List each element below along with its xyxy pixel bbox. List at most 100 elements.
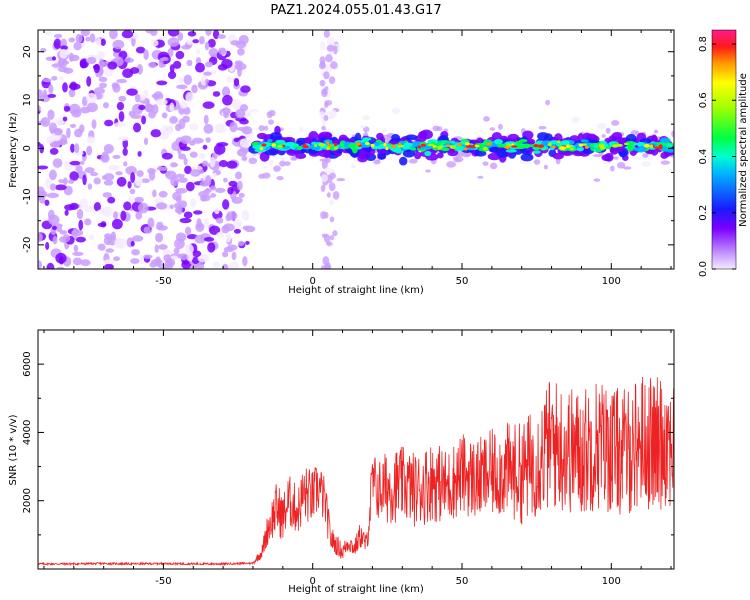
heatmap-cell: [569, 145, 573, 148]
heatmap-cell: [178, 153, 187, 160]
heatmap-cell: [216, 231, 225, 239]
heatmap-cell: [175, 187, 188, 194]
snr-frame: [37, 329, 675, 570]
heatmap-cell: [218, 160, 228, 168]
heatmap-cell: [118, 111, 125, 122]
heatmap-cell: [518, 138, 528, 143]
heatmap-cell: [72, 257, 83, 266]
heatmap-cell: [104, 263, 114, 269]
heatmap-cell: [496, 148, 509, 158]
heatmap-cell: [283, 161, 291, 167]
heatmap-cell: [48, 169, 57, 181]
heatmap-cell: [167, 30, 180, 37]
heatmap-cell: [202, 144, 208, 150]
heatmap-cell: [268, 119, 274, 125]
heatmap-cell: [84, 218, 92, 226]
heatmap-cell: [321, 174, 328, 183]
heatmap-cell: [59, 76, 64, 81]
heatmap-cell: [130, 240, 135, 247]
heatmap-cell: [76, 208, 84, 220]
heatmap-cell: [82, 174, 87, 186]
spectrogram-xtick-label: 50: [456, 276, 469, 287]
heatmap-cell: [97, 243, 106, 251]
heatmap-cell: [572, 150, 585, 157]
heatmap-cell: [79, 60, 88, 69]
snr-ytick-label: 2000: [22, 488, 33, 513]
heatmap-cell: [113, 210, 118, 220]
heatmap-cell: [72, 251, 84, 257]
heatmap-cell: [571, 116, 580, 123]
heatmap-cell: [103, 143, 114, 154]
heatmap-cell: [192, 137, 204, 144]
heatmap-cell: [175, 50, 185, 60]
heatmap-cell: [209, 156, 216, 168]
snr-xtick-label: 50: [456, 576, 469, 587]
heatmap-cell: [643, 144, 651, 148]
heatmap-cell: [205, 175, 212, 187]
heatmap-cell: [84, 167, 95, 174]
heatmap-cell: [204, 236, 215, 242]
heatmap-cell: [107, 61, 118, 70]
heatmap-cell: [597, 122, 607, 130]
heatmap-cell: [333, 146, 338, 150]
heatmap-cell: [169, 102, 175, 112]
heatmap-cell: [329, 172, 336, 180]
spectrogram-ytick-label: -20: [22, 237, 33, 253]
heatmap-cell: [329, 199, 334, 206]
heatmap-cell: [196, 261, 205, 269]
heatmap-cell: [189, 123, 199, 131]
snr-ylabel: SNR (10 * v/v): [8, 414, 19, 485]
heatmap-cell: [212, 261, 220, 268]
colorbar-tick-label: 0.6: [698, 92, 709, 108]
heatmap-cell: [155, 232, 164, 243]
heatmap-cell: [115, 171, 123, 176]
heatmap-cell: [372, 141, 381, 147]
heatmap-cell: [323, 30, 330, 39]
snr-xtick-label: -50: [155, 576, 171, 587]
heatmap-cell: [112, 39, 125, 50]
heatmap-cell: [601, 134, 606, 138]
heatmap-cell: [457, 142, 462, 147]
heatmap-cell: [205, 78, 210, 84]
heatmap-cell: [196, 218, 202, 229]
heatmap-cell: [47, 93, 57, 98]
heatmap-cell: [177, 32, 184, 41]
colorbar-tick-label: 0.2: [698, 205, 709, 221]
heatmap-cell: [477, 175, 484, 179]
heatmap-cell: [141, 115, 147, 125]
heatmap-cell: [58, 179, 65, 184]
heatmap-cell: [148, 62, 157, 69]
heatmap-cell: [93, 177, 101, 185]
heatmap-cell: [48, 214, 60, 226]
heatmap-cell: [140, 178, 151, 184]
colorbar: 0.0 0.2 0.4 0.6 0.8 Normalized spectral ampl…: [698, 29, 749, 277]
heatmap-cell: [424, 150, 432, 157]
heatmap-cell: [122, 147, 128, 156]
heatmap-cell: [133, 122, 142, 133]
heatmap-cell: [623, 166, 632, 170]
heatmap-cell: [109, 30, 118, 40]
heatmap-cell: [70, 143, 75, 153]
heatmap-cell: [592, 154, 603, 158]
heatmap-cell: [216, 142, 229, 147]
heatmap-cell: [362, 115, 371, 120]
heatmap-cell: [533, 159, 541, 165]
heatmap-cell: [155, 98, 168, 106]
heatmap-cell: [327, 37, 335, 47]
heatmap-cell: [132, 235, 144, 242]
heatmap-cell: [495, 143, 508, 148]
heatmap-cell: [164, 257, 176, 267]
heatmap-cell: [134, 196, 144, 203]
heatmap-cell: [187, 31, 197, 37]
heatmap-cell: [201, 160, 209, 167]
heatmap-cell: [117, 136, 129, 141]
heatmap-cell: [161, 152, 173, 160]
heatmap-cell: [203, 188, 212, 193]
heatmap-cell: [328, 76, 336, 85]
heatmap-cell: [472, 144, 476, 148]
heatmap-cell: [336, 178, 346, 182]
heatmap-cell: [304, 137, 312, 145]
heatmap-cell: [100, 154, 110, 163]
heatmap-cell: [191, 84, 198, 94]
heatmap-cell: [271, 143, 277, 147]
